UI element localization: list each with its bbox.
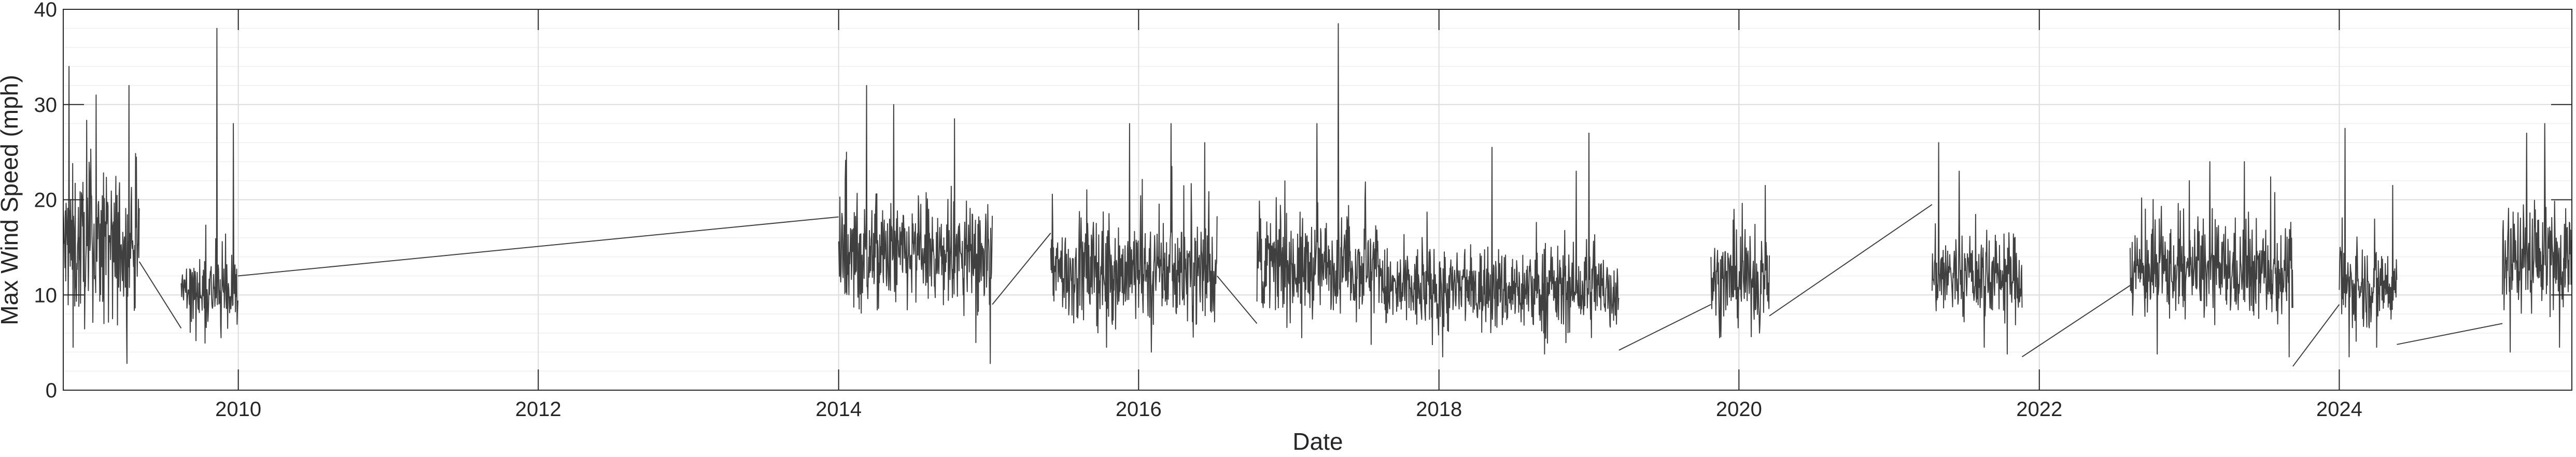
- gap-connector-7: [2021, 285, 2131, 358]
- y-tick-label: 30: [34, 94, 58, 117]
- tick-labels: 0 10 20 30 40 2010 2012 2014 2016 2018 2020 2022 202…: [34, 0, 2362, 421]
- gap-connector-5: [1618, 304, 1711, 351]
- x-tick-label: 2012: [515, 398, 561, 421]
- y-tick-label: 20: [34, 189, 58, 212]
- series-segment-6: [1381, 132, 1620, 358]
- x-tick-label: 2020: [1716, 398, 1762, 421]
- y-tick-label: 10: [34, 284, 58, 307]
- series-segment-2: [180, 27, 238, 344]
- series-segment-3: [838, 85, 993, 364]
- x-axis-title: Date: [1292, 428, 1343, 454]
- gap-connector-9: [2397, 323, 2503, 345]
- series-segment-5: [1256, 23, 1383, 345]
- series-segment-11: [2502, 123, 2572, 353]
- x-tick-label: 2016: [1116, 398, 1162, 421]
- series-segment-4: [1050, 123, 1218, 353]
- gap-connector-4: [1216, 275, 1258, 324]
- ticks: [63, 9, 2572, 391]
- y-tick-label: 0: [46, 379, 57, 402]
- y-tick-label: 40: [34, 0, 58, 21]
- x-tick-label: 2010: [215, 398, 261, 421]
- series-segment-1: [63, 66, 140, 364]
- gap-connector-3: [992, 233, 1051, 305]
- gap-connector-1: [138, 261, 182, 329]
- y-axis-title: Max Wind Speed (mph): [0, 75, 23, 325]
- gap-connector-8: [2292, 304, 2340, 367]
- x-tick-label: 2022: [2016, 398, 2062, 421]
- x-tick-label: 2024: [2316, 398, 2362, 421]
- series-segment-8: [1931, 142, 2023, 355]
- x-tick-label: 2014: [815, 398, 862, 421]
- gap-connector-2: [237, 216, 839, 277]
- plot-area: [63, 23, 2572, 367]
- series-segment-10: [2339, 127, 2398, 358]
- gap-connector-6: [1769, 204, 1933, 317]
- series-segment-7: [1710, 184, 1770, 338]
- x-tick-label: 2018: [1416, 398, 1462, 421]
- series-segment-9: [2129, 161, 2293, 358]
